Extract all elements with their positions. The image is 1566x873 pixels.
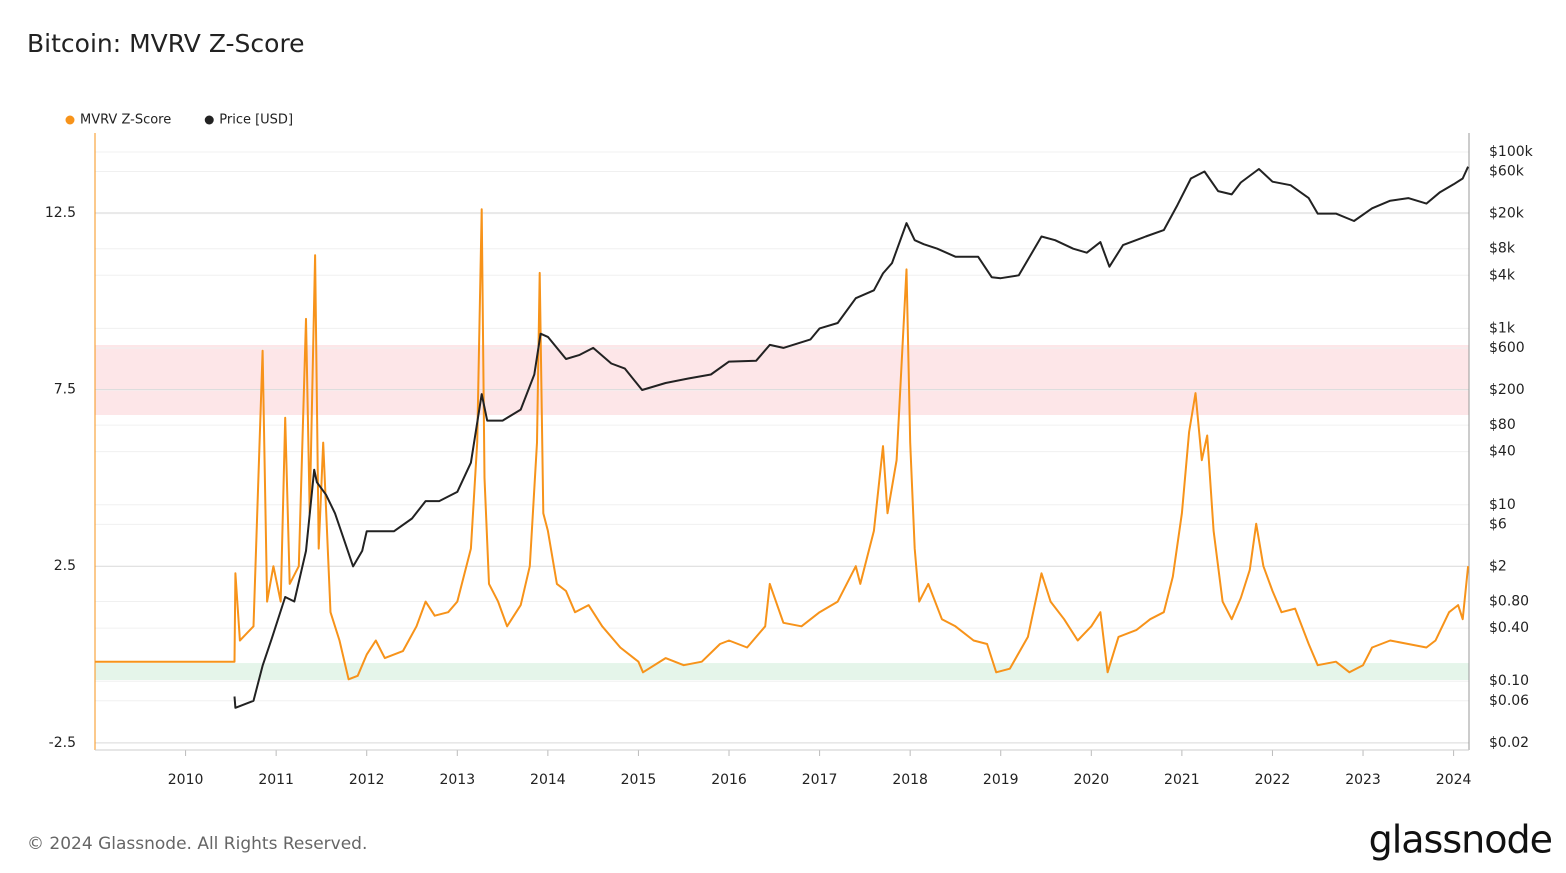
chart-title: Bitcoin: MVRV Z-Score	[27, 29, 305, 58]
y2-tick-label: $0.02	[1489, 735, 1529, 751]
y2-tick-label: $60k	[1489, 164, 1525, 180]
y2-tick-label: $100k	[1489, 144, 1534, 160]
y2-tick-label: $0.06	[1489, 693, 1529, 709]
y2-tick-label: $20k	[1489, 206, 1525, 222]
y2-tick-label: $6	[1489, 516, 1507, 532]
series-line	[233, 166, 1470, 709]
x-tick-label: 2010	[168, 772, 204, 788]
y2-tick-label: $1k	[1489, 320, 1516, 336]
y2-tick-label: $200	[1489, 382, 1525, 398]
series-line	[95, 208, 1470, 681]
zone-band	[95, 663, 1469, 681]
legend-marker	[204, 115, 214, 125]
x-tick-label: 2020	[1073, 772, 1109, 788]
x-tick-label: 2023	[1345, 772, 1381, 788]
y2-tick-label: $600	[1489, 340, 1525, 356]
legend-marker	[65, 115, 75, 125]
y2-tick-label: $4k	[1489, 267, 1516, 283]
footer: © 2024 Glassnode. All Rights Reserved.	[27, 834, 367, 854]
x-tick-label: 2016	[711, 772, 747, 788]
y-tick-label: 7.5	[54, 382, 76, 398]
x-tick-label: 2011	[258, 772, 294, 788]
x-tick-label: 2015	[621, 772, 657, 788]
y2-tick-label: $10	[1489, 497, 1516, 513]
legend-label: Price [USD]	[219, 113, 293, 128]
x-tick-label: 2012	[349, 772, 385, 788]
y2-tick-label: $2	[1489, 558, 1507, 574]
y-tick-label: 2.5	[54, 558, 76, 574]
y-tick-label: -2.5	[49, 735, 76, 751]
y2-tick-label: $40	[1489, 444, 1516, 460]
y2-tick-label: $0.40	[1489, 620, 1529, 636]
y2-tick-label: $0.10	[1489, 673, 1529, 689]
x-tick-label: 2022	[1255, 772, 1291, 788]
x-tick-label: 2014	[530, 772, 566, 788]
x-tick-label: 2013	[439, 772, 475, 788]
y2-tick-label: $80	[1489, 417, 1516, 433]
zone-band	[95, 345, 1469, 415]
y2-tick-label: $0.80	[1489, 594, 1529, 610]
x-tick-label: 2017	[802, 772, 838, 788]
legend-label: MVRV Z-Score	[80, 113, 171, 128]
x-tick-label: 2019	[983, 772, 1019, 788]
x-tick-label: 2024	[1436, 772, 1472, 788]
y2-tick-label: $8k	[1489, 241, 1516, 257]
x-tick-label: 2021	[1164, 772, 1200, 788]
x-tick-label: 2018	[892, 772, 928, 788]
brand: glassnode	[1369, 818, 1552, 862]
y-tick-label: 12.5	[45, 205, 76, 221]
